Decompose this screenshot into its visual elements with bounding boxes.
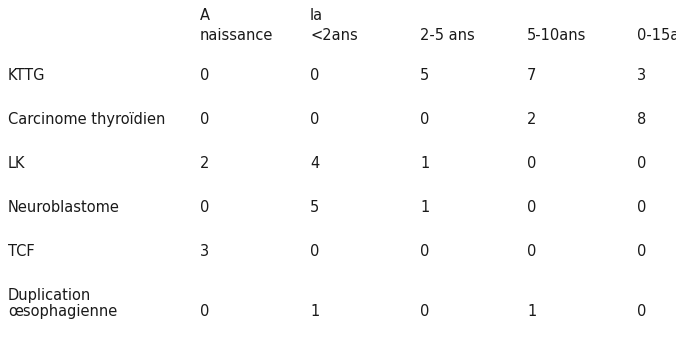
Text: 1: 1 (420, 200, 429, 215)
Text: Neuroblastome: Neuroblastome (8, 200, 120, 215)
Text: 3: 3 (200, 244, 209, 259)
Text: 1: 1 (420, 156, 429, 171)
Text: 1: 1 (527, 304, 536, 319)
Text: Carcinome thyroïdien: Carcinome thyroïdien (8, 112, 166, 127)
Text: <2ans: <2ans (310, 28, 358, 43)
Text: 2: 2 (527, 112, 536, 127)
Text: KTTG: KTTG (8, 68, 45, 83)
Text: 0: 0 (527, 156, 536, 171)
Text: 2: 2 (200, 156, 210, 171)
Text: 5-10ans: 5-10ans (527, 28, 586, 43)
Text: 0: 0 (420, 304, 429, 319)
Text: 5: 5 (310, 200, 319, 215)
Text: la: la (310, 8, 323, 23)
Text: 1: 1 (310, 304, 319, 319)
Text: 0-15ans: 0-15ans (637, 28, 676, 43)
Text: 0: 0 (200, 304, 210, 319)
Text: 0: 0 (310, 244, 319, 259)
Text: œsophagienne: œsophagienne (8, 304, 117, 319)
Text: A: A (200, 8, 210, 23)
Text: 0: 0 (637, 244, 646, 259)
Text: 0: 0 (200, 68, 210, 83)
Text: 0: 0 (637, 156, 646, 171)
Text: 0: 0 (527, 200, 536, 215)
Text: 7: 7 (527, 68, 536, 83)
Text: LK: LK (8, 156, 26, 171)
Text: 8: 8 (637, 112, 646, 127)
Text: 4: 4 (310, 156, 319, 171)
Text: 0: 0 (310, 112, 319, 127)
Text: 0: 0 (420, 112, 429, 127)
Text: 0: 0 (310, 68, 319, 83)
Text: naissance: naissance (200, 28, 273, 43)
Text: 0: 0 (420, 244, 429, 259)
Text: 5: 5 (420, 68, 429, 83)
Text: 2-5 ans: 2-5 ans (420, 28, 475, 43)
Text: 3: 3 (637, 68, 646, 83)
Text: TCF: TCF (8, 244, 34, 259)
Text: 0: 0 (200, 200, 210, 215)
Text: 0: 0 (637, 200, 646, 215)
Text: Duplication: Duplication (8, 288, 91, 303)
Text: 0: 0 (637, 304, 646, 319)
Text: 0: 0 (200, 112, 210, 127)
Text: 0: 0 (527, 244, 536, 259)
